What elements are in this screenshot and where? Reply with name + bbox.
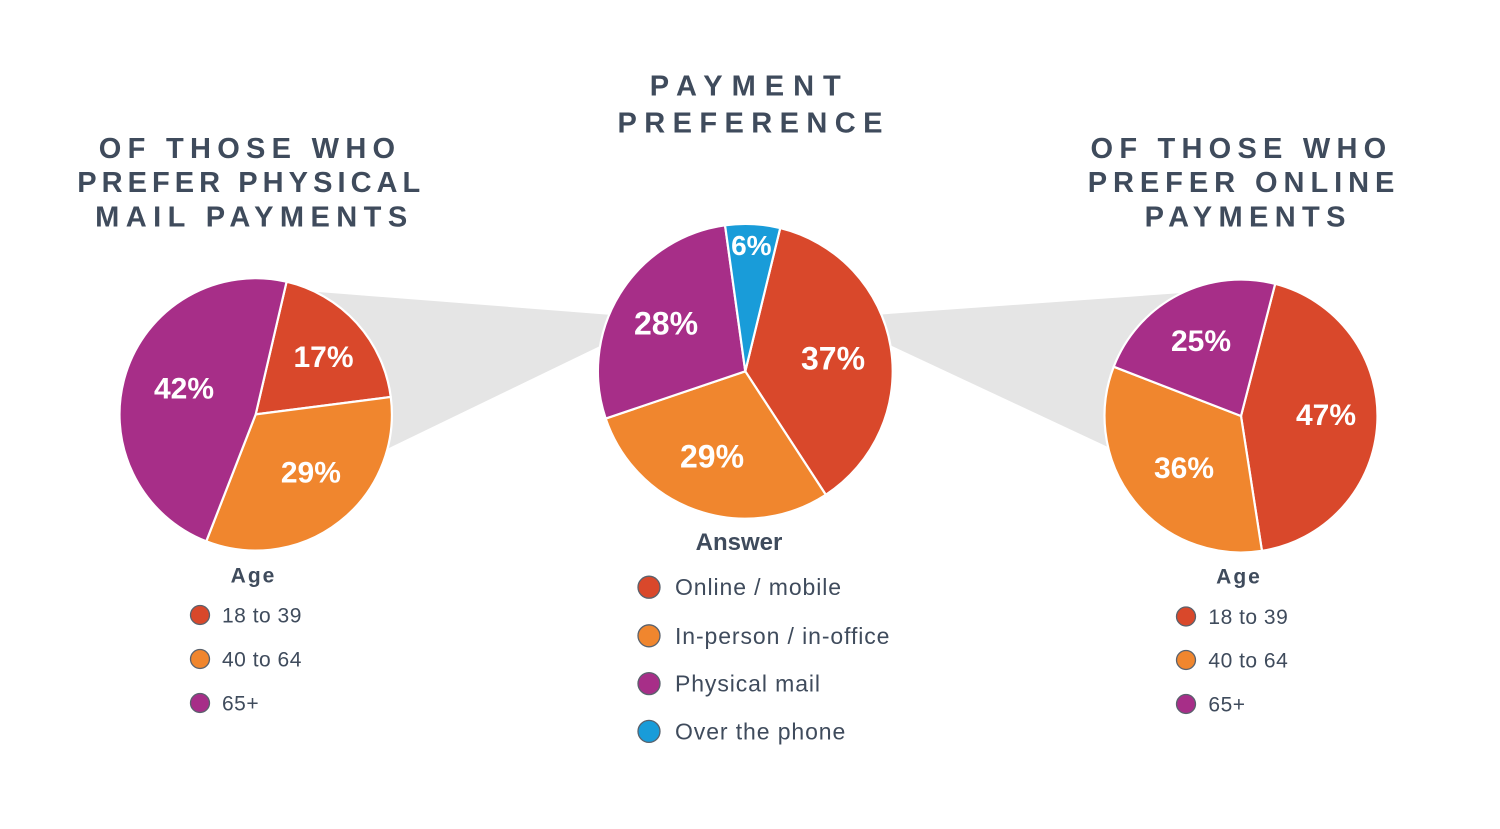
svg-text:OF THOSE WHO: OF THOSE WHO: [99, 133, 402, 165]
svg-text:PAYMENTS: PAYMENTS: [1145, 201, 1352, 233]
svg-text:40 to 64: 40 to 64: [1208, 649, 1288, 672]
svg-text:Over the phone: Over the phone: [675, 718, 846, 744]
svg-text:25%: 25%: [1171, 325, 1231, 358]
svg-text:42%: 42%: [154, 373, 214, 406]
svg-text:PAYMENT: PAYMENT: [650, 70, 850, 102]
svg-text:40 to 64: 40 to 64: [222, 648, 302, 671]
svg-text:PREFER ONLINE: PREFER ONLINE: [1088, 167, 1401, 199]
svg-text:OF THOSE WHO: OF THOSE WHO: [1091, 133, 1393, 165]
svg-text:29%: 29%: [680, 439, 744, 475]
svg-text:47%: 47%: [1296, 399, 1356, 432]
svg-text:18 to 39: 18 to 39: [222, 604, 302, 627]
svg-text:28%: 28%: [634, 305, 698, 341]
svg-text:Age: Age: [1216, 565, 1262, 588]
svg-text:36%: 36%: [1154, 452, 1214, 485]
svg-text:18 to 39: 18 to 39: [1208, 606, 1288, 629]
svg-text:PREFER PHYSICAL: PREFER PHYSICAL: [77, 167, 425, 199]
svg-text:65+: 65+: [1208, 693, 1245, 716]
svg-text:PREFERENCE: PREFERENCE: [617, 108, 889, 140]
svg-text:Answer: Answer: [696, 529, 783, 556]
svg-text:37%: 37%: [801, 341, 865, 377]
svg-text:Physical mail: Physical mail: [675, 671, 821, 697]
svg-text:17%: 17%: [293, 341, 353, 374]
svg-text:Age: Age: [231, 565, 277, 588]
svg-text:29%: 29%: [281, 457, 341, 490]
svg-text:In-person / in-office: In-person / in-office: [675, 623, 890, 649]
svg-text:6%: 6%: [731, 230, 772, 261]
svg-text:65+: 65+: [222, 692, 259, 715]
svg-text:MAIL PAYMENTS: MAIL PAYMENTS: [95, 201, 413, 233]
svg-text:Online / mobile: Online / mobile: [675, 574, 842, 600]
